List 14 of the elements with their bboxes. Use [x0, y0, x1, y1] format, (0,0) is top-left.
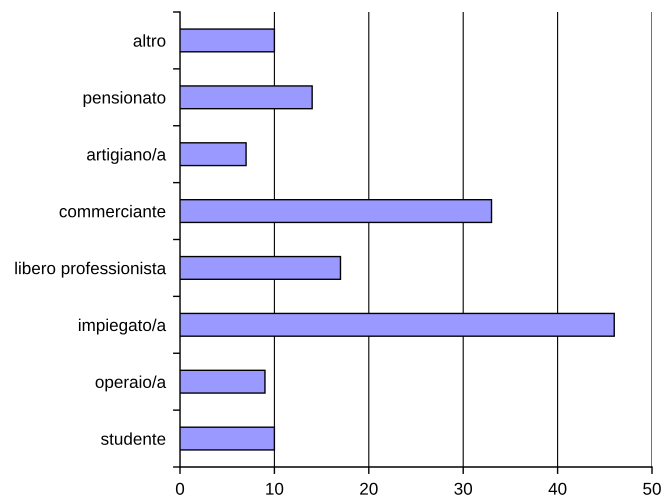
x-tick-label: 0 [176, 482, 184, 495]
y-tick-label: libero professionista [15, 262, 166, 278]
y-tick-label: pensionato [84, 91, 166, 108]
x-tick-label: 40 [548, 482, 566, 495]
y-tick-label: studente [101, 432, 166, 445]
y-tick-label: commerciante [60, 204, 166, 218]
x-tick-label: 50 [643, 482, 661, 495]
y-tick-label: artigiano/a [87, 148, 166, 164]
y-tick-label: operaio/a [96, 375, 166, 392]
y-tick-label: impiegato/a [78, 318, 166, 335]
x-tick-label: 10 [266, 482, 284, 495]
x-tick-label: 30 [454, 482, 472, 495]
y-tick-label: altro [134, 34, 166, 47]
x-tick-label: 20 [360, 482, 378, 495]
